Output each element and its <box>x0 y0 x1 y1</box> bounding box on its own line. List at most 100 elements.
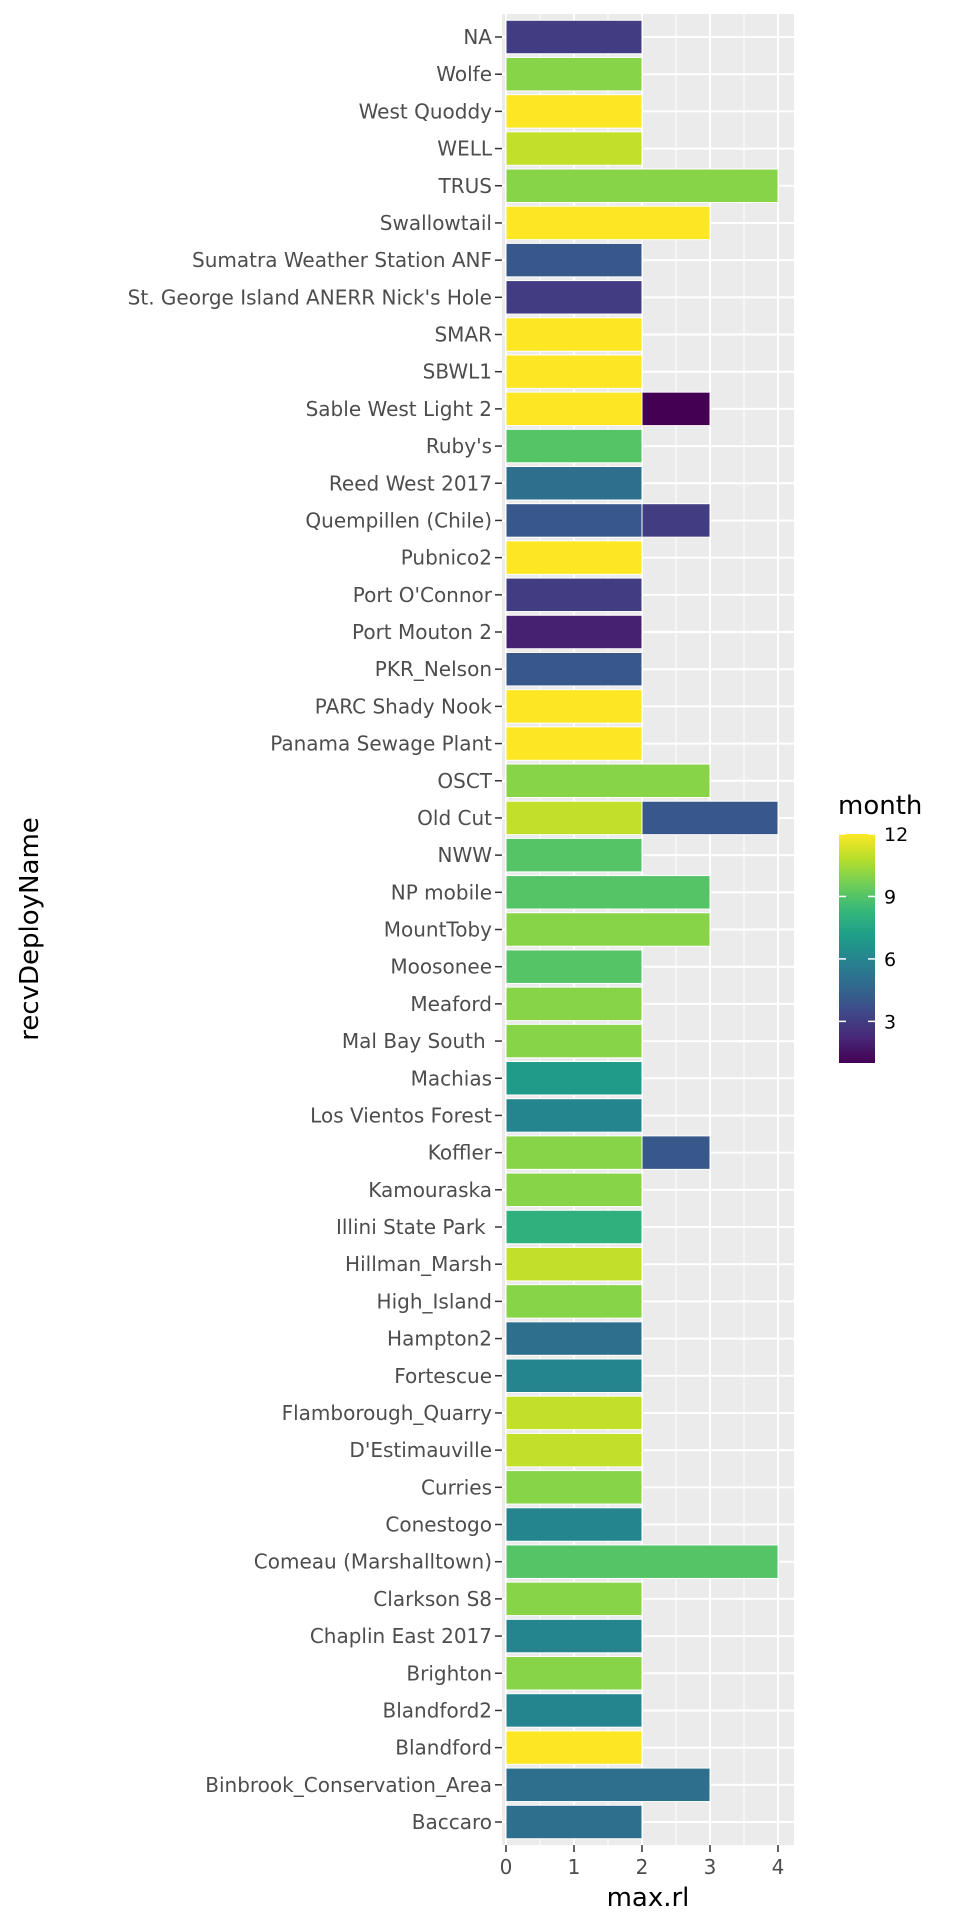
y-tick-label: Swallowtail <box>380 211 492 235</box>
y-tick-label: Sumatra Weather Station ANF <box>192 248 492 272</box>
bar <box>505 1767 711 1803</box>
bar <box>505 280 643 315</box>
bar <box>641 1135 711 1170</box>
x-tick-label: 0 <box>500 1855 513 1879</box>
x-tick-label: 1 <box>568 1855 581 1879</box>
bar <box>505 1098 643 1133</box>
bar <box>505 1023 643 1059</box>
y-tick-label: Clarkson S8 <box>373 1587 492 1611</box>
bar <box>505 875 711 910</box>
legend-tick-label: 6 <box>884 949 896 971</box>
y-tick-label: Sable West Light 2 <box>306 397 492 421</box>
y-tick-label: D'Estimauville <box>349 1438 492 1462</box>
bar <box>641 800 779 836</box>
y-tick-label: High_Island <box>377 1289 492 1313</box>
y-tick-label: Port O'Connor <box>353 583 493 607</box>
y-tick-label: Reed West 2017 <box>329 471 492 495</box>
x-tick-label: 3 <box>704 1855 717 1879</box>
bar <box>505 577 643 613</box>
y-tick-label: Old Cut <box>417 806 492 830</box>
y-tick-label: Los Vientos Forest <box>310 1103 492 1127</box>
legend-ticks: 3 6 9 12 <box>839 824 908 1033</box>
y-tick-label: Moosonee <box>390 955 492 979</box>
bar <box>505 1804 643 1840</box>
bar <box>505 1358 643 1393</box>
y-axis-title: recvDeployName <box>15 817 45 1041</box>
y-tick-label: Brighton <box>406 1661 492 1685</box>
bar <box>505 1507 643 1542</box>
bar <box>505 1470 643 1505</box>
y-tick-label: St. George Island ANERR Nick's Hole <box>128 285 492 309</box>
y-tick-label: Curries <box>421 1475 492 1499</box>
legend-colorbar <box>839 834 875 1063</box>
bar <box>505 131 643 166</box>
x-tick-label: 4 <box>772 1855 785 1879</box>
bar <box>505 56 643 92</box>
bar <box>505 986 643 1022</box>
bar <box>505 1656 643 1691</box>
y-tick-label: TRUS <box>438 174 492 198</box>
y-tick-label: SBWL1 <box>423 360 492 384</box>
y-tick-label: Flamborough_Quarry <box>282 1401 493 1425</box>
bar <box>505 1581 643 1617</box>
bar <box>505 205 711 241</box>
bar <box>505 1284 643 1319</box>
bar <box>641 391 711 427</box>
bar <box>505 1209 643 1245</box>
y-tick-label: Koffler <box>428 1141 493 1165</box>
y-tick-label: NA <box>463 25 492 49</box>
y-tick-label: Panama Sewage Plant <box>270 732 492 756</box>
bar <box>505 94 643 129</box>
y-tick-label: Blandford <box>395 1736 492 1760</box>
bar <box>505 1618 643 1654</box>
y-tick-label: Chaplin East 2017 <box>310 1624 492 1648</box>
bar <box>505 1172 643 1208</box>
y-tick-label: Baccaro <box>412 1810 492 1834</box>
y-tick-label: Ruby's <box>426 434 492 458</box>
y-tick-label: Pubnico2 <box>401 546 492 570</box>
bar <box>505 503 643 538</box>
x-axis: 0 1 2 3 4 <box>500 1845 785 1879</box>
y-tick-label: SMAR <box>434 323 492 347</box>
bar <box>505 168 779 203</box>
y-tick-label: Hillman_Marsh <box>345 1252 492 1276</box>
y-tick-label: OSCT <box>437 769 492 793</box>
legend-tick-label: 3 <box>884 1011 896 1033</box>
y-tick-label: WELL <box>437 137 493 161</box>
bar <box>641 503 711 538</box>
legend-tick-label: 9 <box>884 886 896 908</box>
bar <box>505 19 643 55</box>
bar <box>505 242 643 278</box>
x-tick-label: 2 <box>636 1855 649 1879</box>
bar <box>505 354 643 389</box>
y-tick-label: Conestogo <box>385 1513 492 1537</box>
y-tick-label: Blandford2 <box>383 1698 492 1722</box>
y-tick-label: Machias <box>411 1066 492 1090</box>
y-tick-label: Wolfe <box>436 62 492 86</box>
x-axis-title: max.rl <box>607 1883 690 1913</box>
bar <box>505 651 643 687</box>
legend: month 3 6 9 12 <box>838 791 922 1063</box>
bar <box>505 800 643 836</box>
bar <box>505 1246 643 1282</box>
y-tick-label: Mal Bay South <box>342 1029 492 1053</box>
bar <box>505 1544 779 1579</box>
bar <box>505 317 643 352</box>
y-tick-label: Port Mouton 2 <box>352 620 492 644</box>
bar <box>505 1693 643 1728</box>
bar <box>505 837 643 873</box>
bar <box>505 428 643 464</box>
y-tick-label: Hampton2 <box>387 1327 492 1351</box>
bar <box>505 1061 643 1096</box>
y-tick-label: PKR_Nelson <box>375 657 492 681</box>
bar <box>505 689 643 724</box>
y-tick-label: Kamouraska <box>368 1178 492 1202</box>
y-axis: NA Wolfe West Quoddy WELL TRUS Swallowtail Sum… <box>128 25 502 1834</box>
bar <box>505 1321 643 1356</box>
y-tick-label: Comeau (Marshalltown) <box>254 1550 492 1574</box>
bar <box>505 1135 643 1170</box>
bar <box>505 912 711 947</box>
y-tick-label: Illini State Park <box>336 1215 492 1239</box>
y-tick-label: PARC Shady Nook <box>315 694 493 718</box>
